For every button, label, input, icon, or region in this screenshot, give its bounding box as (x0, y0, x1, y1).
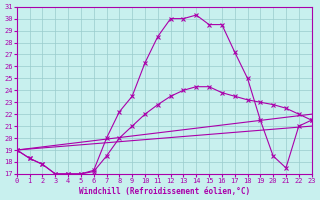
X-axis label: Windchill (Refroidissement éolien,°C): Windchill (Refroidissement éolien,°C) (79, 187, 250, 196)
